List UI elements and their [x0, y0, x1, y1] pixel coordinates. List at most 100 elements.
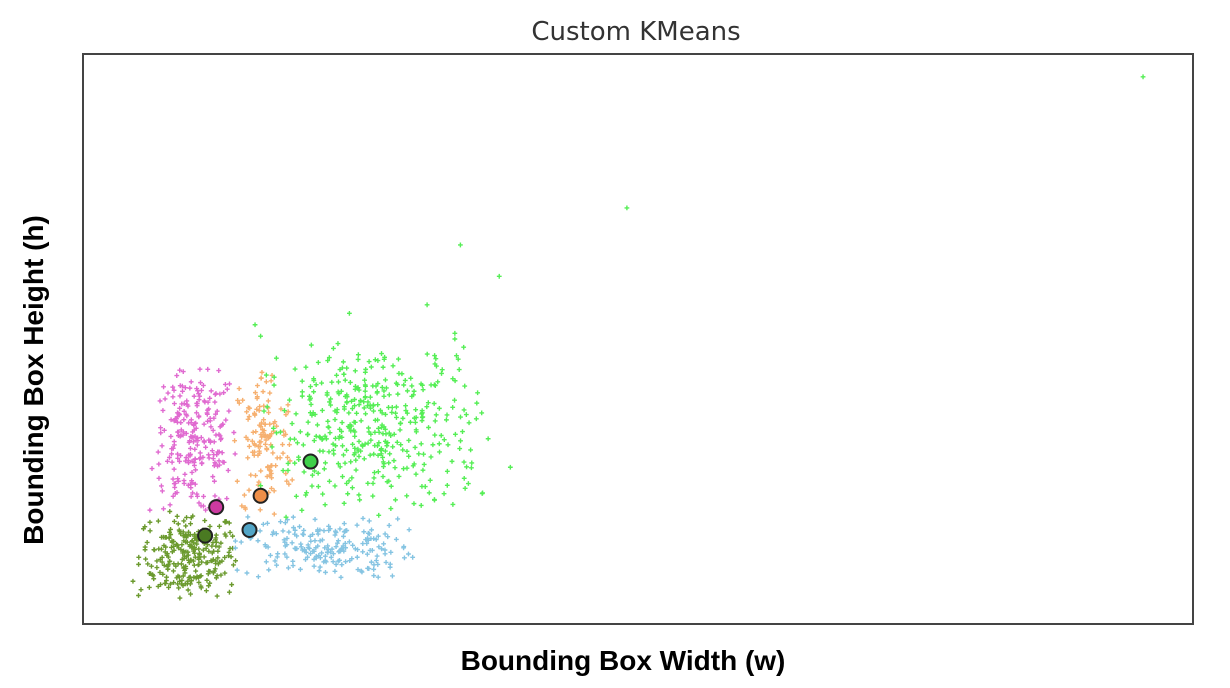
data-point-cluster-5: [461, 475, 467, 481]
data-point-cluster-4: [322, 553, 328, 559]
data-point-cluster-5: [321, 466, 327, 472]
data-point-cluster-4: [290, 558, 296, 564]
data-point-cluster-2: [232, 451, 238, 457]
data-point-cluster-5: [363, 383, 368, 389]
data-point-cluster-1: [198, 573, 204, 579]
centroid-cluster-2: [208, 499, 225, 516]
data-point-cluster-5: [394, 439, 400, 445]
data-point-cluster-5: [372, 357, 378, 363]
data-point-outlier: [130, 578, 136, 584]
data-point-cluster-1: [164, 574, 169, 580]
data-point-cluster-1: [181, 548, 186, 554]
data-point-cluster-2: [198, 380, 203, 386]
centroid-cluster-4: [241, 521, 258, 538]
data-point-cluster-5: [399, 371, 405, 377]
data-point-cluster-5: [463, 412, 469, 417]
data-point-cluster-5: [348, 459, 354, 465]
data-point-cluster-4: [376, 544, 382, 550]
data-point-cluster-1: [166, 535, 172, 541]
data-point-cluster-5: [438, 433, 444, 438]
data-point-cluster-5: [462, 485, 468, 491]
data-point-cluster-5: [355, 357, 361, 362]
data-point-cluster-1: [196, 580, 202, 585]
centroid-cluster-1: [197, 527, 214, 544]
data-point-cluster-2: [188, 451, 193, 457]
data-point-cluster-5: [335, 341, 341, 346]
data-point-cluster-5: [452, 431, 458, 437]
data-point-cluster-1: [215, 555, 221, 561]
data-points: [130, 74, 1146, 601]
data-point-cluster-5: [300, 442, 306, 448]
data-point-cluster-3: [267, 421, 273, 427]
data-point-cluster-1: [159, 559, 165, 565]
data-point-cluster-5: [432, 497, 437, 502]
data-point-cluster-5: [320, 491, 326, 497]
data-point-cluster-4: [395, 516, 401, 522]
data-point-cluster-2: [177, 459, 182, 464]
data-point-cluster-5: [398, 420, 404, 426]
data-point-cluster-2: [212, 392, 218, 397]
data-point-cluster-2: [216, 368, 222, 373]
data-point-cluster-4: [402, 555, 407, 561]
data-point-cluster-2: [192, 433, 198, 439]
data-point-cluster-1: [160, 571, 166, 577]
data-point-cluster-2: [217, 391, 223, 397]
data-point-cluster-4: [234, 567, 240, 573]
data-point-cluster-4: [326, 523, 332, 529]
data-point-cluster-1: [185, 587, 191, 593]
data-point-cluster-5: [299, 393, 305, 399]
data-point-cluster-4: [365, 537, 371, 543]
data-point-cluster-4: [284, 536, 290, 541]
data-point-cluster-5: [386, 478, 392, 484]
data-point-cluster-5: [349, 423, 354, 429]
data-point-cluster-4: [367, 531, 372, 537]
data-point-cluster-5: [328, 402, 333, 408]
data-point-cluster-5: [380, 474, 386, 479]
data-point-cluster-2: [177, 405, 183, 411]
data-point-cluster-1: [215, 548, 221, 554]
data-point-cluster-1: [187, 542, 193, 548]
data-point-cluster-5: [319, 380, 325, 386]
x-axis-label: Bounding Box Width (w): [461, 645, 786, 676]
data-point-cluster-1: [222, 555, 228, 560]
data-point-cluster-5: [345, 491, 351, 497]
data-point-cluster-2: [185, 482, 191, 488]
data-point-cluster-5: [333, 435, 338, 441]
data-point-cluster-5: [469, 465, 474, 471]
data-point-cluster-5: [426, 490, 432, 496]
data-point-cluster-2: [196, 397, 202, 403]
data-point-cluster-5: [432, 361, 438, 367]
data-point-cluster-2: [175, 455, 181, 461]
data-point-cluster-2: [194, 442, 200, 448]
data-point-cluster-1: [164, 552, 170, 558]
data-point-cluster-3: [259, 420, 264, 426]
data-point-cluster-5: [365, 399, 371, 405]
data-point-cluster-5: [368, 364, 374, 370]
data-point-cluster-2: [182, 385, 188, 391]
data-point-cluster-5: [346, 410, 352, 416]
data-point-cluster-4: [262, 542, 268, 548]
data-point-cluster-1: [180, 533, 186, 539]
data-point-cluster-1: [226, 549, 232, 555]
data-point-cluster-5: [432, 432, 438, 438]
data-point-cluster-2: [161, 427, 167, 433]
data-point-cluster-4: [341, 521, 347, 526]
data-point-cluster-2: [194, 400, 200, 406]
data-point-cluster-1: [219, 558, 225, 564]
data-point-cluster-4: [330, 559, 336, 565]
data-point-outlier: [496, 273, 502, 279]
data-point-cluster-3: [264, 446, 270, 451]
data-point-cluster-5: [413, 419, 418, 425]
data-point-cluster-5: [388, 506, 394, 511]
data-point-cluster-2: [176, 478, 181, 484]
data-point-cluster-5: [327, 430, 333, 436]
data-point-cluster-4: [359, 569, 365, 575]
data-point-cluster-5: [337, 464, 343, 470]
data-point-cluster-2: [201, 383, 206, 388]
data-point-cluster-5: [299, 378, 305, 384]
data-point-cluster-5: [283, 514, 289, 520]
data-point-cluster-1: [168, 527, 173, 532]
data-point-cluster-5: [456, 367, 462, 372]
data-point-cluster-1: [164, 564, 170, 569]
data-point-cluster-5: [335, 389, 341, 395]
